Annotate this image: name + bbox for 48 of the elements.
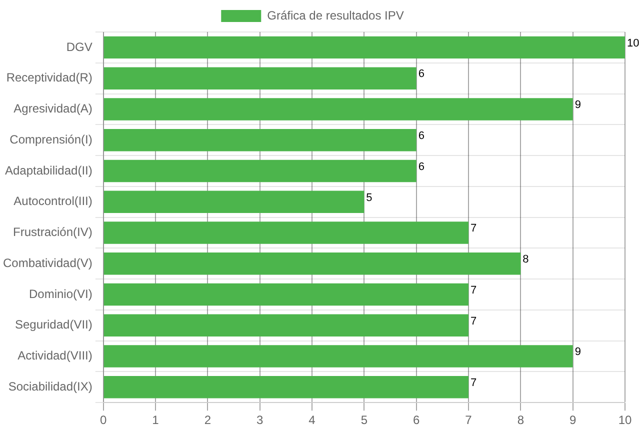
bar bbox=[104, 222, 469, 244]
y-tick-label: Actividad(VIII) bbox=[18, 348, 92, 363]
x-tick-label: 7 bbox=[465, 413, 472, 428]
y-tick-label: Frustración(IV) bbox=[13, 225, 92, 240]
data-label: 10 bbox=[627, 37, 639, 50]
data-label: 8 bbox=[522, 254, 529, 266]
data-label: 7 bbox=[470, 222, 477, 235]
bar bbox=[104, 190, 364, 213]
x-tick-label: 0 bbox=[100, 413, 108, 428]
x-tick-label: 8 bbox=[517, 413, 524, 428]
bar bbox=[104, 345, 573, 368]
bar bbox=[104, 36, 625, 59]
x-tick-label: 3 bbox=[256, 413, 264, 428]
bar bbox=[104, 128, 416, 152]
y-tick-label: Agresividad(A) bbox=[14, 102, 92, 116]
data-label: 7 bbox=[470, 377, 477, 390]
data-label: 6 bbox=[418, 68, 424, 80]
data-label: 7 bbox=[470, 315, 477, 328]
bar bbox=[104, 160, 416, 182]
x-tick-label: 1 bbox=[152, 413, 160, 428]
y-tick-label: Seguridad(VII) bbox=[14, 318, 92, 332]
legend-label: Gráfica de resultados IPV bbox=[267, 8, 404, 22]
data-label: 7 bbox=[470, 284, 477, 296]
x-tick-label: 2 bbox=[204, 413, 212, 428]
x-tick-label: 6 bbox=[413, 413, 420, 428]
data-label: 6 bbox=[418, 160, 424, 173]
data-label: 6 bbox=[418, 130, 424, 142]
data-label: 9 bbox=[574, 346, 581, 358]
x-tick-label: 4 bbox=[308, 413, 316, 428]
bar bbox=[104, 98, 573, 120]
data-label: 9 bbox=[574, 99, 581, 112]
y-tick-label: Autocontrol(III) bbox=[14, 194, 92, 208]
x-tick-label: 9 bbox=[569, 413, 576, 428]
bar bbox=[104, 314, 469, 337]
y-tick-label: Dominio(VI) bbox=[29, 286, 92, 301]
y-tick-label: DGV bbox=[66, 40, 92, 54]
bar bbox=[104, 252, 521, 275]
bar bbox=[104, 283, 469, 306]
y-tick-label: Comprensión(I) bbox=[10, 132, 92, 146]
data-label: 5 bbox=[366, 192, 372, 204]
bar bbox=[104, 376, 469, 398]
x-tick-label: 10 bbox=[618, 413, 632, 428]
y-tick-label: Sociabilidad(IX) bbox=[8, 379, 92, 394]
y-tick-label: Adaptabilidad(II) bbox=[4, 163, 92, 178]
y-tick-label: Combatividad(V) bbox=[2, 256, 92, 270]
bar bbox=[104, 67, 416, 90]
x-tick-label: 5 bbox=[360, 413, 368, 428]
y-tick-label: Receptividad(R) bbox=[6, 70, 92, 85]
